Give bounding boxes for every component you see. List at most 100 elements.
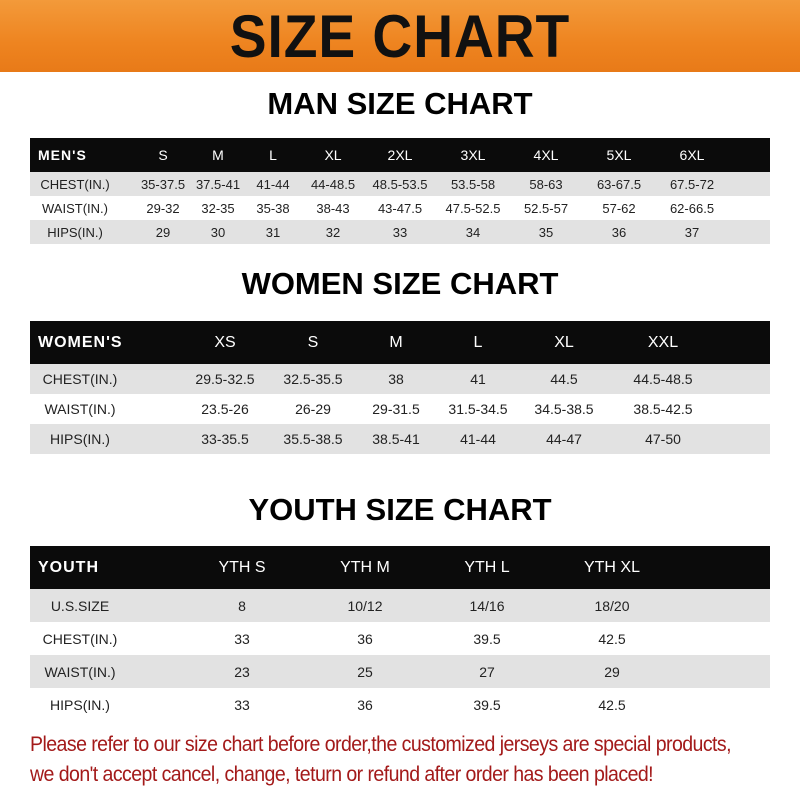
size-header-cell: 2XL: [387, 147, 413, 163]
table-cell: 44.5: [550, 371, 578, 387]
size-header-cell: XL: [554, 333, 574, 351]
size-header-cell: YTH S: [218, 558, 266, 576]
table-cell: 38: [388, 371, 404, 387]
table-cell: 44-48.5: [310, 176, 356, 192]
table-cell: 35: [538, 224, 554, 240]
table-cell: 38.5-41: [372, 431, 420, 447]
table-cell: 26-29: [295, 401, 331, 417]
table-row: HIPS(IN.) 29 30 31 32 33 34 35 36 37: [30, 220, 770, 244]
youth-header-row: YOUTH YTH S YTH M YTH L YTH XL: [30, 546, 770, 589]
table-cell: 34: [465, 224, 481, 240]
table-cell: 31.5-34.5: [448, 401, 508, 417]
table-cell: 29.5-32.5: [195, 371, 255, 387]
table-cell: 27: [479, 663, 495, 680]
table-cell: 48.5-53.5: [372, 176, 428, 192]
size-header-cell: S: [307, 333, 319, 351]
table-cell: 52.5-57: [523, 200, 569, 216]
men-header-row: MEN'S S M L XL 2XL 3XL 4XL 5XL 6XL: [30, 138, 770, 172]
women-section-title: WOMEN SIZE CHART: [241, 266, 559, 301]
table-cell: 36: [357, 630, 373, 647]
women-size-table: WOMEN'S XS S M L XL XXL CHEST(IN.) 29.5-32.5 32.5…: [30, 321, 770, 454]
table-cell: 67.5-72: [669, 176, 715, 192]
size-header-cell: L: [473, 333, 483, 351]
measure-label-cell: CHEST(IN.): [42, 630, 118, 647]
table-cell: 29: [604, 663, 620, 680]
table-row: HIPS(IN.) 33 36 39.5 42.5: [30, 688, 770, 721]
men-size-table: MEN'S S M L XL 2XL 3XL 4XL 5XL 6XL CHEST(IN.) 35-37…: [30, 138, 770, 244]
measure-label-cell: CHEST(IN.): [42, 371, 118, 387]
table-cell: 63-67.5: [596, 176, 642, 192]
table-cell: 37.5-41: [195, 176, 241, 192]
table-cell: 33-35.5: [201, 431, 249, 447]
table-row: WAIST(IN.) 29-32 32-35 35-38 38-43 43-47.5 47.…: [30, 196, 770, 220]
table-cell: 25: [357, 663, 373, 680]
table-title-cell: MEN'S: [38, 147, 87, 163]
table-cell: 37: [684, 224, 700, 240]
table-cell: 39.5: [473, 630, 501, 647]
table-row: HIPS(IN.) 33-35.5 35.5-38.5 38.5-41 41-44 44-…: [30, 424, 770, 454]
table-cell: 62-66.5: [669, 200, 715, 216]
table-row: CHEST(IN.) 35-37.5 37.5-41 41-44 44-48.5 48.5…: [30, 172, 770, 196]
table-cell: 18/20: [594, 597, 630, 614]
table-cell: 32-35: [201, 200, 235, 216]
size-header-cell: XXL: [647, 333, 679, 351]
table-cell: 14/16: [469, 597, 505, 614]
table-cell: 41: [470, 371, 486, 387]
size-header-cell: 3XL: [460, 147, 486, 163]
table-cell: 57-62: [602, 200, 636, 216]
size-header-cell: S: [158, 147, 168, 163]
measure-label-cell: HIPS(IN.): [47, 224, 103, 240]
table-row: CHEST(IN.) 29.5-32.5 32.5-35.5 38 41 44.5 44.5…: [30, 364, 770, 394]
table-row: WAIST(IN.) 23.5-26 26-29 29-31.5 31.5-34.5 34…: [30, 394, 770, 424]
table-cell: 47.5-52.5: [445, 200, 501, 216]
table-cell: 34.5-38.5: [534, 401, 594, 417]
table-cell: 31: [265, 224, 281, 240]
table-cell: 33: [234, 696, 250, 713]
size-header-cell: XS: [214, 333, 236, 351]
size-header-cell: XL: [324, 147, 342, 163]
youth-size-table: YOUTH YTH S YTH M YTH L YTH XL U.S.SIZE 8 10/12…: [30, 546, 770, 721]
table-cell: 38.5-42.5: [633, 401, 693, 417]
table-cell: 29-32: [146, 200, 180, 216]
table-cell: 30: [210, 224, 226, 240]
table-cell: 58-63: [529, 176, 563, 192]
table-cell: 42.5: [598, 630, 626, 647]
size-header-cell: YTH L: [464, 558, 510, 576]
size-header-cell: 4XL: [533, 147, 559, 163]
measure-label-cell: HIPS(IN.): [50, 431, 110, 447]
table-cell: 41-44: [256, 176, 290, 192]
table-cell: 36: [357, 696, 373, 713]
table-cell: 32.5-35.5: [283, 371, 343, 387]
measure-label-cell: WAIST(IN.): [42, 200, 108, 216]
table-cell: 32: [325, 224, 341, 240]
men-section-title: MAN SIZE CHART: [267, 86, 533, 121]
table-title-cell: YOUTH: [38, 558, 99, 576]
table-cell: 29-31.5: [372, 401, 420, 417]
youth-section-title: YOUTH SIZE CHART: [248, 492, 552, 527]
table-cell: 33: [234, 630, 250, 647]
table-cell: 44-47: [546, 431, 582, 447]
size-header-cell: 5XL: [606, 147, 632, 163]
table-cell: 39.5: [473, 696, 501, 713]
size-header-cell: M: [389, 333, 403, 351]
table-cell: 35.5-38.5: [283, 431, 343, 447]
page-title: SIZE CHART: [229, 3, 571, 70]
size-header-cell: 6XL: [679, 147, 705, 163]
table-cell: 47-50: [645, 431, 681, 447]
table-cell: 36: [611, 224, 627, 240]
size-header-cell: M: [212, 147, 224, 163]
measure-label-cell: WAIST(IN.): [44, 401, 116, 417]
measure-label-cell: CHEST(IN.): [40, 176, 110, 192]
table-cell: 41-44: [460, 431, 496, 447]
table-title-cell: WOMEN'S: [38, 333, 123, 351]
disclaimer-line-1: Please refer to our size chart before or…: [30, 733, 732, 756]
title-banner: SIZE CHART: [0, 0, 800, 72]
table-cell: 43-47.5: [377, 200, 423, 216]
size-header-cell: YTH M: [340, 558, 390, 576]
table-row: U.S.SIZE 8 10/12 14/16 18/20: [30, 589, 770, 622]
table-cell: 29: [155, 224, 171, 240]
table-cell: 53.5-58: [450, 176, 496, 192]
table-cell: 23: [234, 663, 250, 680]
measure-label-cell: WAIST(IN.): [44, 663, 116, 680]
disclaimer-line-2: we don't accept cancel, change, teturn o…: [30, 763, 654, 786]
